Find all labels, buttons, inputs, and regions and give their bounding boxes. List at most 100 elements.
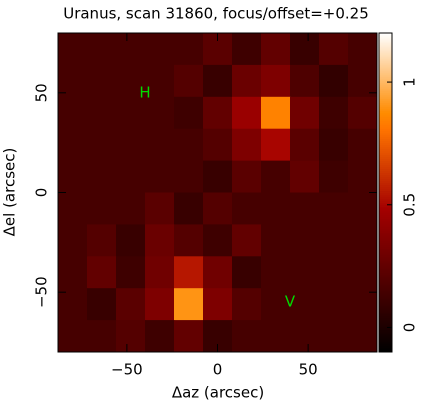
colorbar-step	[379, 342, 392, 345]
colorbar-step	[379, 270, 392, 273]
heatmap-cell	[58, 224, 88, 257]
colorbar-step	[379, 162, 392, 166]
heatmap-cell	[348, 288, 378, 321]
colorbar-step	[379, 200, 392, 203]
colorbar-step	[379, 258, 392, 261]
colorbar-tick-label: 0	[401, 323, 419, 333]
colorbar-step	[379, 170, 392, 174]
colorbar-step	[379, 228, 392, 231]
colorbar-step	[379, 244, 392, 247]
heatmap-cell	[174, 160, 204, 193]
heatmap-cell	[261, 256, 291, 289]
colorbar-step	[379, 220, 392, 223]
heatmap-cell	[87, 160, 117, 193]
heatmap-cell	[290, 96, 320, 130]
heatmap-cell	[145, 192, 175, 225]
colorbar-step	[379, 274, 392, 277]
colorbar-step	[379, 196, 392, 199]
colorbar-step	[379, 232, 392, 235]
colorbar-step	[379, 346, 392, 349]
colorbar-step	[379, 156, 392, 160]
colorbar-step	[379, 210, 392, 213]
colorbar-step	[379, 266, 392, 269]
heatmap-cell	[116, 128, 146, 162]
colorbar-step	[379, 290, 392, 293]
heatmap-cell	[319, 256, 349, 289]
colorbar-step	[379, 280, 392, 283]
heatmap-cell	[58, 33, 88, 66]
heatmap-cell	[174, 96, 204, 130]
heatmap-cell	[290, 320, 320, 353]
colorbar-step	[379, 166, 392, 170]
x-tick-label: 0	[213, 361, 223, 379]
heatmap-cell	[319, 320, 349, 353]
colorbar-step	[379, 90, 392, 94]
colorbar-step	[379, 254, 392, 257]
colorbar-step	[379, 268, 392, 271]
colorbar-step	[379, 144, 392, 148]
heatmap-cell	[290, 64, 320, 98]
heatmap-cell	[58, 320, 88, 353]
heatmap-cell	[203, 224, 233, 257]
colorbar-step	[379, 80, 392, 84]
colorbar-step	[379, 304, 392, 307]
heatmap-cell	[319, 64, 349, 98]
heatmap-cell	[203, 256, 233, 289]
colorbar-step	[379, 50, 392, 54]
colorbar-step	[379, 186, 392, 190]
x-tick-label: 50	[299, 361, 318, 379]
heatmap-cell	[174, 288, 204, 321]
colorbar-step	[379, 322, 392, 325]
colorbar-step	[379, 96, 392, 100]
heatmap-cell	[261, 224, 291, 257]
colorbar-step	[379, 248, 392, 251]
colorbar-step	[379, 70, 392, 74]
colorbar-step	[379, 278, 392, 281]
colorbar-step	[379, 292, 392, 295]
heatmap-cell	[116, 320, 146, 353]
heatmap-cell	[232, 256, 262, 289]
heatmap-cell	[58, 256, 88, 289]
colorbar-step	[379, 226, 392, 229]
colorbar-step	[379, 180, 392, 184]
colorbar-step	[379, 238, 392, 241]
colorbar-step	[379, 236, 392, 239]
heatmap-cell	[319, 96, 349, 130]
colorbar-step	[379, 262, 392, 265]
y-tick-label: 50	[33, 83, 51, 102]
y-tick-label: 0	[33, 188, 51, 198]
colorbar-step	[379, 114, 392, 118]
colorbar-step	[379, 324, 392, 327]
colorbar-step	[379, 320, 392, 323]
heatmap-cell	[87, 192, 117, 225]
heatmap-cell	[319, 288, 349, 321]
colorbar-step	[379, 260, 392, 263]
heatmap-cell	[116, 192, 146, 225]
colorbar-step	[379, 246, 392, 249]
heatmap-cell	[116, 224, 146, 257]
heatmap-cell	[174, 224, 204, 257]
heatmap-cell	[145, 320, 175, 353]
colorbar-step	[379, 54, 392, 58]
heatmap-cell	[232, 128, 262, 162]
heatmap-cell	[348, 33, 378, 66]
heatmap-cell	[203, 96, 233, 130]
colorbar-step	[379, 34, 392, 38]
colorbar-step	[379, 234, 392, 237]
heatmap-cell	[348, 96, 378, 130]
colorbar-step	[379, 46, 392, 50]
heatmap-cell	[116, 288, 146, 321]
heatmap-cell	[87, 288, 117, 321]
colorbar-step	[379, 136, 392, 140]
heatmap-cell	[145, 64, 175, 98]
colorbar-step	[379, 158, 392, 162]
heatmap-cell	[174, 320, 204, 353]
colorbar-step	[379, 208, 392, 211]
colorbar-step	[379, 172, 392, 176]
colorbar-step	[379, 140, 392, 144]
heatmap-cell	[290, 192, 320, 225]
colorbar-step	[379, 74, 392, 78]
colorbar-step	[379, 340, 392, 343]
heatmap-cell	[58, 64, 88, 98]
